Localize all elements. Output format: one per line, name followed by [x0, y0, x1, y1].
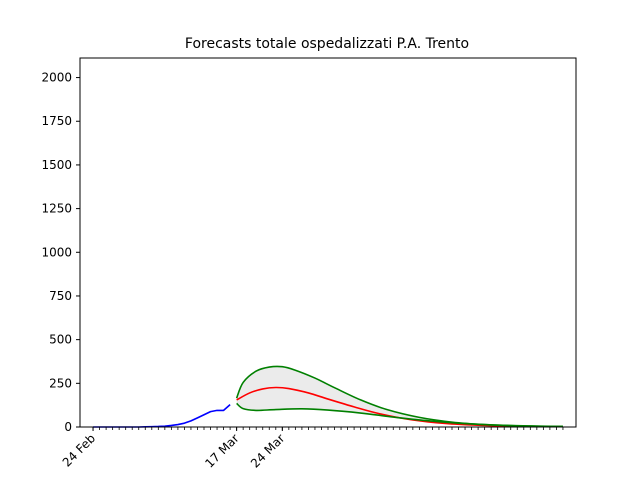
- y-tick-label: 500: [49, 333, 72, 347]
- plot-frame: [79, 57, 577, 428]
- y-tick-label: 1500: [41, 158, 72, 172]
- series-line-observed: [93, 404, 231, 428]
- y-tick-label: 250: [49, 376, 72, 390]
- x-tick-label: 24 Mar: [248, 431, 287, 470]
- y-tick-label: 750: [49, 289, 72, 303]
- y-tick-label: 0: [64, 420, 72, 434]
- y-tick-label: 2000: [41, 71, 72, 85]
- plot-area: [93, 365, 563, 428]
- y-tick-label: 1000: [41, 245, 72, 259]
- x-tick-label: 17 Mar: [202, 431, 241, 470]
- forecast-band: [236, 366, 563, 427]
- y-tick-label: 1750: [41, 114, 72, 128]
- chart-title: Forecasts totale ospedalizzati P.A. Tren…: [185, 36, 469, 52]
- y-tick-label: 1250: [41, 202, 72, 216]
- x-tick-label: 24 Feb: [60, 431, 98, 469]
- series-line-forecast-lower: [236, 402, 563, 428]
- series-line-forecast-median: [236, 386, 563, 428]
